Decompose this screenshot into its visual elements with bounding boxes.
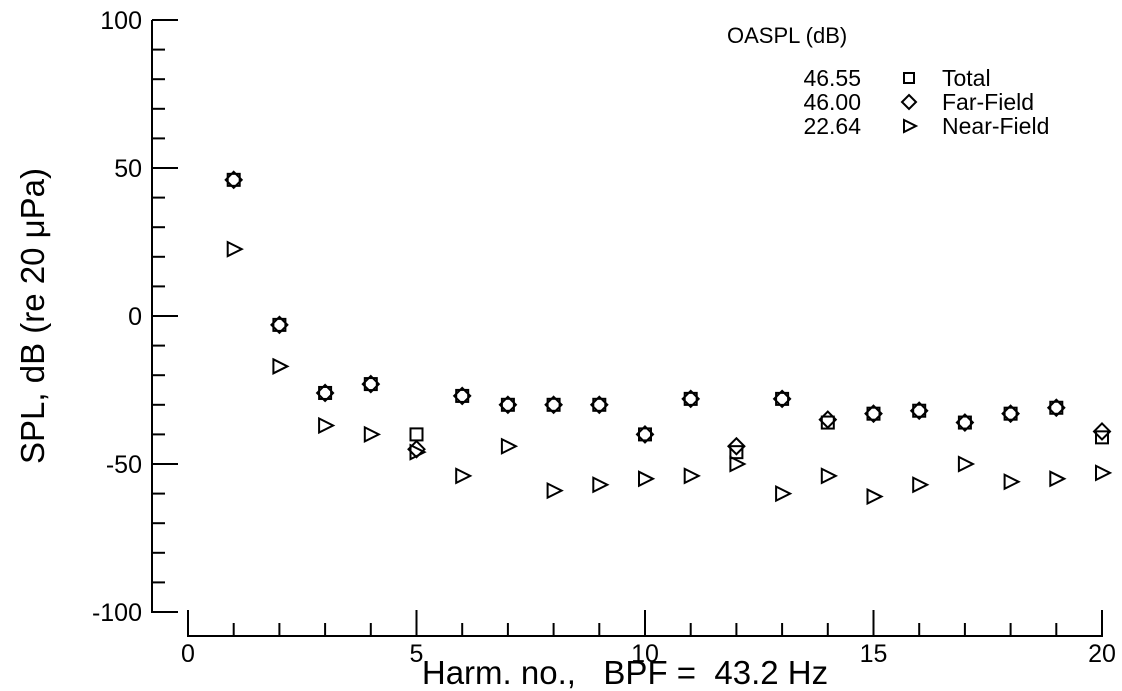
legend-label: Far-Field (942, 89, 1034, 115)
data-point-diamond (589, 395, 609, 415)
data-point-triangle-right (409, 443, 427, 461)
legend-oaspl-value: 46.55 (803, 65, 861, 91)
data-point-diamond (315, 383, 335, 403)
data-point-triangle-right (775, 484, 793, 503)
data-point-diamond (864, 404, 883, 424)
y-tick-label: -50 (106, 451, 142, 479)
x-ticks: 0 5 10 15 20 (181, 610, 1116, 668)
x-tick-label: 0 (181, 640, 195, 668)
data-point-triangle-right (500, 437, 519, 455)
data-points (224, 170, 1113, 506)
legend-marker-diamond (900, 93, 918, 111)
series-far-field (224, 170, 1112, 459)
legend-entry: 46.55 Total (803, 65, 990, 91)
data-point-square (592, 397, 607, 412)
data-point-triangle-right (455, 467, 473, 485)
y-tick-label: 0 (128, 303, 142, 331)
legend-oaspl-value: 46.00 (803, 89, 861, 115)
y-axis-label: SPL, dB (re 20 μPa) (14, 168, 51, 464)
data-point-triangle-right (363, 425, 382, 444)
data-point-diamond (452, 386, 472, 406)
data-point-diamond (635, 424, 655, 444)
x-tick-label: 15 (860, 640, 888, 668)
data-point-triangle-right (729, 455, 747, 473)
data-point-square (546, 397, 561, 412)
data-point-diamond (818, 410, 838, 430)
legend-marker-triangle-right (903, 118, 919, 134)
data-point-diamond (1001, 404, 1021, 424)
x-tick-label: 5 (410, 640, 424, 668)
data-point-square (775, 391, 790, 406)
y-ticks: 100 50 0 -50 -100 (92, 7, 178, 627)
data-point-triangle-right (226, 240, 244, 258)
data-point-diamond (955, 413, 975, 432)
data-point-square (638, 427, 652, 442)
data-point-triangle-right (592, 476, 610, 494)
data-point-triangle-right (546, 482, 564, 500)
data-point-square (729, 445, 744, 460)
data-point-diamond (361, 374, 381, 394)
data-point-square (500, 397, 515, 412)
data-point-triangle-right (272, 357, 290, 375)
data-point-diamond (1092, 422, 1112, 441)
data-point-square (1003, 406, 1018, 421)
data-point-triangle-right (912, 476, 930, 494)
legend-label: Total (942, 65, 991, 91)
data-point-triangle-right (1095, 464, 1113, 482)
data-point-square (866, 406, 881, 421)
data-point-diamond (772, 389, 792, 409)
data-point-diamond (909, 401, 929, 421)
data-point-diamond (498, 395, 518, 415)
data-point-diamond (1046, 398, 1066, 418)
x-tick-label: 10 (631, 640, 659, 668)
legend-entries: 46.55 Total 46.00 Far-Field 22.64 Near-Field (803, 65, 1049, 139)
y-tick-label: 100 (100, 7, 142, 35)
y-tick-label: -100 (92, 599, 142, 627)
data-point-diamond (726, 436, 746, 456)
data-point-triangle-right (957, 455, 976, 473)
x-axis-label: Harm. no., BPF = 43.2 Hz (422, 654, 828, 691)
legend-entry: 46.00 Far-Field (803, 89, 1034, 115)
legend-entry: 22.64 Near-Field (803, 113, 1049, 139)
data-point-square (318, 385, 333, 400)
data-point-triangle-right (1049, 470, 1067, 488)
data-point-triangle-right (318, 416, 336, 435)
series-total (226, 172, 1109, 460)
data-point-square (1095, 430, 1109, 445)
series-near-field (226, 240, 1113, 506)
data-point-triangle-right (866, 487, 884, 506)
data-point-diamond (269, 315, 289, 335)
data-point-square (226, 172, 241, 187)
legend-title: OASPL (dB) (727, 23, 847, 48)
data-point-triangle-right (820, 467, 839, 485)
legend-marker-square (903, 72, 915, 84)
data-point-triangle-right (683, 467, 701, 485)
data-point-square (409, 427, 424, 442)
data-point-square (957, 415, 972, 430)
data-point-diamond (544, 395, 564, 415)
data-point-diamond (224, 170, 244, 190)
data-point-diamond (681, 389, 701, 409)
legend-oaspl-value: 22.64 (803, 113, 861, 139)
data-point-square (683, 391, 698, 406)
legend-label: Near-Field (942, 113, 1049, 139)
data-point-square (455, 388, 470, 403)
data-point-triangle-right (1003, 473, 1021, 491)
data-point-triangle-right (638, 470, 656, 488)
data-point-square (363, 377, 378, 392)
y-tick-label: 50 (114, 155, 142, 183)
data-point-square (272, 317, 287, 332)
data-point-square (1049, 400, 1064, 415)
x-tick-label: 20 (1088, 640, 1116, 668)
data-point-square (912, 403, 927, 418)
